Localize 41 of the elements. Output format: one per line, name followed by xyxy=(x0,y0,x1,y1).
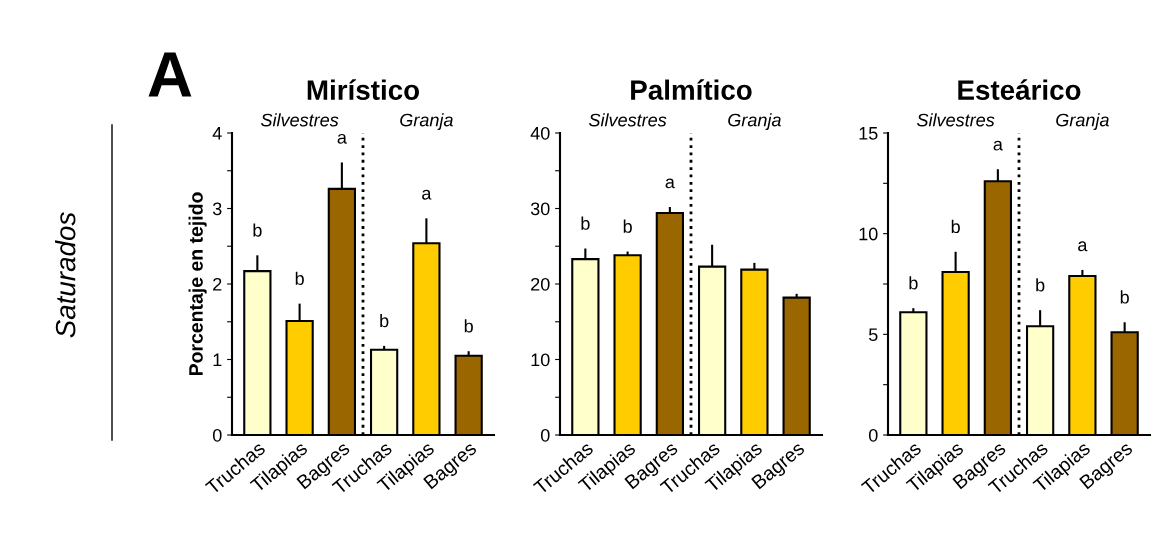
data-label: b xyxy=(1120,290,1129,304)
data-label: b xyxy=(1036,278,1045,292)
y-tick-label: 0 xyxy=(540,428,550,442)
text: Silvestres xyxy=(588,113,667,127)
y-tick-label: 10 xyxy=(531,353,550,367)
y-tick-label: 2 xyxy=(213,277,222,291)
data-label: b xyxy=(623,219,632,233)
data-label: b xyxy=(253,223,262,237)
y-tick-label: 5 xyxy=(868,328,878,342)
chart-title: Palmítico xyxy=(631,79,752,100)
y-axis-title: Porcentaje en tejido xyxy=(188,192,207,376)
y-tick-label: 0 xyxy=(212,428,222,442)
text: Silvestres xyxy=(916,113,995,127)
text: Silvestres xyxy=(260,113,339,127)
y-tick-label: 20 xyxy=(531,277,550,291)
text: Granja xyxy=(1056,113,1109,130)
y-tick-label: 3 xyxy=(212,202,222,216)
data-label: a xyxy=(993,140,1003,151)
data-label: a xyxy=(422,189,432,200)
data-label: a xyxy=(1078,241,1088,252)
text: Granja xyxy=(728,113,781,130)
data-label: b xyxy=(909,276,918,290)
data-label: b xyxy=(380,313,389,328)
y-tick-label: 1 xyxy=(213,353,222,367)
data-label: b xyxy=(464,319,473,333)
text: A xyxy=(148,52,192,97)
text: Granja xyxy=(400,113,453,130)
data-label: b xyxy=(581,216,590,230)
chart-title: Mirístico xyxy=(307,79,420,100)
data-label: a xyxy=(665,178,675,189)
data-label: b xyxy=(951,219,960,234)
y-tick-label: 30 xyxy=(530,202,550,216)
data-label: b xyxy=(295,271,304,285)
y-tick-label: 4 xyxy=(212,127,222,140)
y-tick-label: 10 xyxy=(859,227,878,241)
y-tick-label: 40 xyxy=(530,126,550,140)
chart-title: Esteárico xyxy=(958,79,1081,100)
y-tick-label: 15 xyxy=(859,127,878,140)
y-tick-label: 0 xyxy=(868,428,878,442)
data-label: a xyxy=(337,133,347,144)
text: Saturados xyxy=(55,212,76,338)
